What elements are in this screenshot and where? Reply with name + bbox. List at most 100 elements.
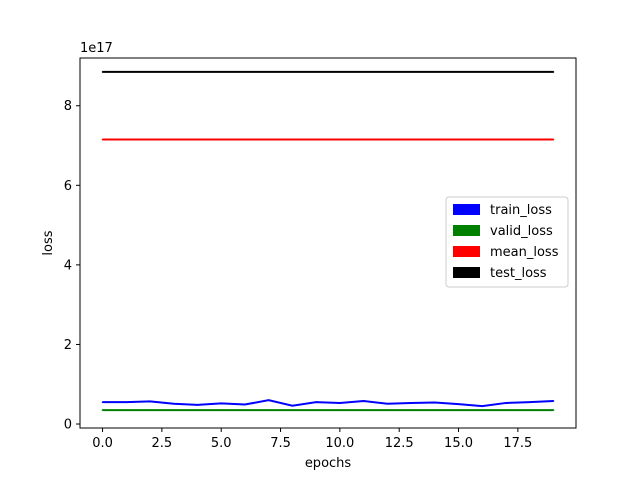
data-point-train-loss — [196, 404, 199, 406]
data-point-train-loss — [481, 405, 484, 407]
data-point-train-loss — [244, 403, 246, 406]
legend-box — [445, 196, 569, 288]
data-point-train-loss — [505, 402, 507, 404]
x-tick-label: 5.0 — [211, 436, 232, 451]
y-tick-label: 8 — [64, 99, 72, 114]
data-point-mean-loss — [528, 138, 531, 141]
data-point-train-loss — [315, 401, 317, 403]
data-point-mean-loss — [457, 138, 460, 141]
data-point-valid-loss — [244, 409, 246, 411]
data-point-valid-loss — [386, 409, 389, 411]
data-point-valid-loss — [267, 409, 270, 411]
data-point-test-loss — [267, 71, 270, 73]
data-point-test-loss — [528, 71, 531, 73]
data-point-test-loss — [433, 71, 436, 73]
data-point-valid-loss — [125, 409, 128, 411]
data-point-train-loss — [457, 403, 460, 405]
legend-swatch-mean-loss — [453, 246, 480, 257]
x-tick-label: 10.0 — [325, 436, 354, 451]
data-point-train-loss — [339, 402, 341, 404]
data-point-mean-loss — [267, 138, 270, 141]
legend-label-mean-loss: mean_loss — [490, 245, 559, 260]
data-point-test-loss — [125, 71, 128, 73]
data-point-test-loss — [196, 71, 199, 73]
y-tick-label: 4 — [64, 258, 72, 273]
data-point-mean-loss — [315, 138, 317, 141]
data-point-valid-loss — [101, 409, 104, 411]
data-point-test-loss — [386, 71, 389, 73]
data-point-train-loss — [552, 400, 555, 402]
x-tick-label: 2.5 — [152, 436, 173, 451]
data-point-test-loss — [172, 71, 175, 73]
data-point-mean-loss — [481, 138, 484, 141]
data-point-valid-loss — [315, 409, 317, 411]
data-point-train-loss — [410, 402, 412, 404]
series-line-train-loss — [102, 399, 554, 408]
y-tick-label: 2 — [64, 338, 72, 353]
data-point-train-loss — [125, 401, 128, 403]
data-point-valid-loss — [528, 409, 531, 411]
data-point-test-loss — [362, 71, 365, 73]
data-point-mean-loss — [433, 138, 436, 141]
data-point-train-loss — [528, 401, 531, 403]
data-point-train-loss — [291, 404, 294, 407]
x-tick-label: 17.5 — [503, 436, 532, 451]
y-offset-label: 1e17 — [80, 41, 113, 56]
data-point-mean-loss — [149, 138, 151, 141]
x-axis-ticks: 0.0 2.5 5.0 7.5 10.0 12.5 15.0 17.5 — [92, 428, 532, 451]
data-point-valid-loss — [410, 409, 412, 411]
data-point-train-loss — [101, 401, 104, 403]
data-point-mean-loss — [101, 138, 104, 141]
x-tick-label: 12.5 — [385, 436, 414, 451]
legend: train_loss valid_loss mean_loss test_loss — [445, 196, 569, 288]
data-point-valid-loss — [172, 409, 175, 411]
data-point-mean-loss — [505, 138, 507, 141]
data-point-mean-loss — [196, 138, 199, 141]
data-point-test-loss — [481, 71, 484, 73]
y-axis-label: loss — [41, 230, 56, 255]
data-point-train-loss — [362, 400, 365, 402]
data-point-valid-loss — [433, 409, 436, 411]
data-point-train-loss — [220, 402, 223, 405]
data-point-valid-loss — [505, 409, 507, 411]
data-point-valid-loss — [339, 409, 341, 411]
data-point-mean-loss — [552, 138, 555, 141]
data-point-mean-loss — [172, 138, 175, 141]
y-axis-ticks: 0 2 4 6 8 — [64, 99, 80, 433]
data-point-valid-loss — [481, 409, 484, 411]
data-point-valid-loss — [362, 409, 365, 411]
data-point-train-loss — [433, 401, 436, 404]
data-point-test-loss — [339, 71, 341, 73]
data-point-test-loss — [410, 71, 412, 73]
legend-label-train-loss: train_loss — [490, 203, 552, 218]
data-point-test-loss — [220, 71, 223, 73]
data-point-mean-loss — [339, 138, 341, 141]
legend-label-test-loss: test_loss — [490, 266, 547, 281]
data-point-valid-loss — [291, 409, 294, 411]
data-point-valid-loss — [552, 409, 555, 411]
data-point-mean-loss — [125, 138, 128, 141]
data-point-train-loss — [172, 402, 175, 405]
data-point-valid-loss — [149, 409, 151, 411]
data-point-test-loss — [149, 71, 151, 73]
y-tick-label: 0 — [64, 418, 72, 433]
data-point-test-loss — [101, 71, 104, 73]
y-tick-label: 6 — [64, 179, 72, 194]
data-point-test-loss — [457, 71, 460, 73]
series-layer — [101, 70, 555, 412]
legend-swatch-valid-loss — [453, 225, 480, 236]
x-tick-label: 0.0 — [92, 436, 113, 451]
data-point-valid-loss — [220, 409, 223, 411]
data-point-test-loss — [552, 71, 555, 73]
x-axis-label: epochs — [305, 456, 352, 471]
data-point-mean-loss — [291, 138, 294, 141]
legend-label-valid-loss: valid_loss — [490, 224, 553, 239]
data-point-test-loss — [315, 71, 317, 73]
data-point-train-loss — [267, 399, 270, 401]
data-point-test-loss — [244, 71, 246, 73]
x-tick-label: 15.0 — [444, 436, 473, 451]
data-point-valid-loss — [196, 409, 199, 411]
data-point-train-loss — [386, 402, 389, 405]
data-point-test-loss — [291, 71, 294, 73]
